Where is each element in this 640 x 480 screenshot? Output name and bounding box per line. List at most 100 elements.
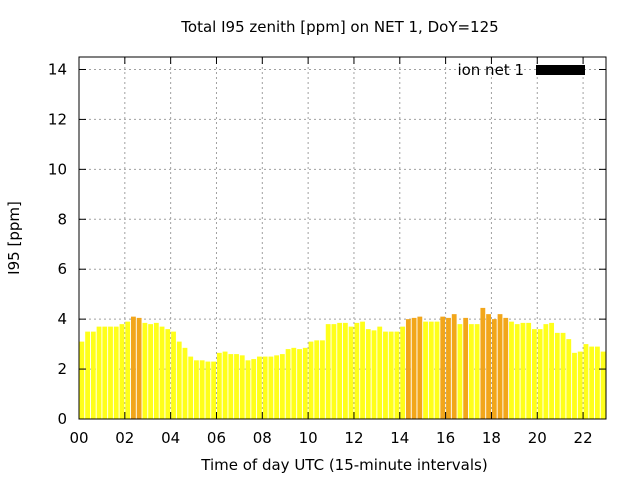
y-tick-label: 14 — [48, 60, 67, 78]
bar — [503, 317, 509, 419]
x-tick-label: 02 — [115, 429, 134, 447]
bar — [274, 355, 280, 419]
bar — [486, 314, 491, 419]
bar — [595, 346, 600, 419]
y-tick-label: 0 — [57, 410, 67, 428]
x-tick-label: 06 — [207, 429, 226, 447]
bar — [314, 340, 320, 419]
y-axis-label: I95 [ppm] — [5, 201, 23, 275]
bar — [383, 331, 388, 419]
bar — [108, 326, 113, 419]
bar — [566, 339, 572, 419]
bar — [308, 341, 314, 419]
bar — [142, 322, 148, 419]
bar — [434, 321, 440, 419]
bar — [182, 347, 188, 419]
bar — [153, 322, 159, 419]
bar — [222, 351, 228, 419]
x-tick-label: 08 — [253, 429, 272, 447]
bar — [188, 356, 194, 419]
bar — [377, 326, 383, 419]
x-tick-label: 00 — [69, 429, 88, 447]
x-tick-label: 22 — [574, 429, 593, 447]
bar — [262, 356, 268, 419]
bar — [451, 314, 457, 419]
bar — [423, 321, 428, 419]
y-tick-label: 10 — [48, 160, 67, 178]
x-tick-label: 10 — [299, 429, 318, 447]
y-tick-label: 4 — [57, 310, 67, 328]
x-tick-label: 04 — [161, 429, 180, 447]
bar — [446, 317, 451, 419]
bar — [342, 322, 348, 419]
bar — [354, 322, 360, 419]
y-tick-label: 12 — [48, 110, 67, 128]
bar — [400, 326, 406, 419]
bar — [199, 360, 205, 419]
bar — [205, 361, 211, 419]
x-tick-label: 18 — [482, 429, 501, 447]
bar — [251, 359, 257, 419]
x-tick-label: 16 — [436, 429, 455, 447]
bar — [537, 329, 543, 419]
bar — [331, 324, 337, 419]
bar — [337, 322, 343, 419]
bar — [531, 329, 537, 419]
bar — [520, 322, 526, 419]
bar — [176, 341, 182, 419]
x-tick-label: 12 — [344, 429, 363, 447]
bar — [411, 317, 417, 419]
bar — [119, 324, 125, 419]
bar — [474, 324, 480, 419]
bar — [428, 321, 434, 419]
bar — [268, 356, 274, 419]
bar — [405, 319, 411, 419]
bar — [348, 326, 354, 419]
bar — [102, 326, 108, 419]
bar — [239, 355, 245, 419]
bar — [365, 329, 371, 419]
bar — [302, 347, 308, 419]
bar — [148, 324, 154, 419]
bar — [480, 307, 486, 419]
bar — [583, 344, 589, 419]
bar — [136, 317, 142, 419]
bar — [113, 326, 119, 419]
bar — [417, 316, 423, 419]
bar — [572, 352, 577, 419]
legend: ion net 1 — [457, 61, 585, 79]
legend-swatch — [536, 65, 585, 75]
plot-frame — [78, 56, 607, 420]
bar — [90, 331, 96, 419]
bar — [514, 324, 520, 419]
bar — [549, 322, 554, 419]
x-tick-label: 14 — [390, 429, 409, 447]
bar — [171, 331, 176, 419]
bar — [257, 356, 262, 419]
bar — [125, 321, 131, 419]
y-tick-label: 6 — [57, 260, 67, 278]
bar — [600, 351, 606, 419]
bar — [228, 354, 234, 419]
y-tick-label: 2 — [57, 360, 67, 378]
bar — [279, 354, 285, 419]
y-tick-label: 8 — [57, 210, 67, 228]
bars — [79, 307, 606, 419]
bar — [297, 349, 302, 419]
bar — [394, 331, 400, 419]
bar — [291, 347, 297, 419]
bar — [234, 354, 239, 419]
legend-label: ion net 1 — [457, 61, 524, 79]
bar — [589, 346, 595, 419]
bar — [165, 329, 171, 419]
bar — [194, 360, 199, 419]
bar — [554, 332, 560, 419]
bar — [131, 316, 136, 419]
bar — [543, 324, 549, 419]
grid — [79, 57, 606, 419]
bar — [491, 319, 497, 419]
bar — [468, 324, 474, 419]
bar — [159, 326, 165, 419]
